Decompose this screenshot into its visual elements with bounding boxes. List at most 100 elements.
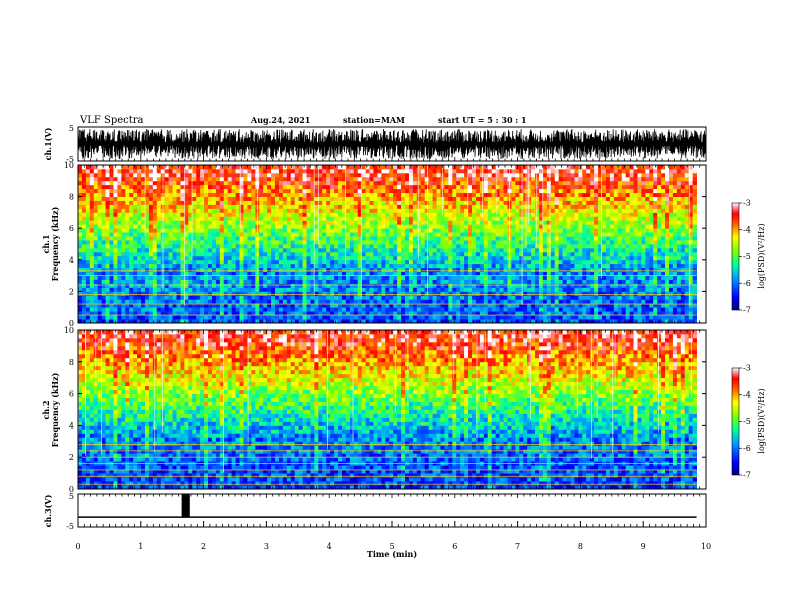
spectrogram-cell: [306, 200, 311, 205]
spectrogram-cell: [196, 200, 201, 205]
spectrogram-cell: [286, 275, 292, 280]
spectrogram-cell: [271, 319, 276, 324]
spectrogram-cell: [546, 196, 552, 201]
spectrogram-cell: [275, 244, 280, 249]
spectrogram-cell: [322, 236, 327, 241]
spectrogram-cell: [558, 303, 564, 308]
spectrogram-cell: [550, 216, 556, 221]
spectrogram-cell: [117, 267, 122, 273]
spectrogram-cell: [263, 244, 268, 249]
spectrogram-cell: [349, 236, 355, 241]
spectrogram-cell: [401, 299, 406, 304]
spectrogram-cell: [456, 172, 461, 178]
spectrogram-cell: [479, 165, 485, 170]
spectrogram-cell: [444, 271, 449, 276]
spectrogram-cell: [515, 279, 520, 284]
spectrogram-cell: [148, 228, 154, 233]
spectrogram-cell: [81, 303, 87, 308]
spectrogram-cell: [495, 165, 500, 170]
spectrogram-cell: [338, 319, 343, 324]
spectrogram-cell: [278, 247, 284, 253]
spectrogram-cell: [282, 244, 288, 249]
spectrogram-cell: [428, 165, 433, 170]
spectrogram-cell: [483, 275, 489, 280]
spectrogram-cell: [357, 228, 363, 233]
spectrogram-cell: [290, 244, 296, 249]
spectrogram-cell: [271, 192, 276, 197]
spectrogram-cell: [511, 311, 516, 316]
spectrogram-cell: [420, 200, 426, 205]
spectrogram-cell: [397, 216, 402, 221]
spectrogram-cell: [499, 240, 504, 245]
spectrogram-cell: [440, 291, 445, 296]
spectrogram-cell: [535, 283, 540, 288]
spectrogram-cell: [361, 283, 367, 288]
spectrogram-cell: [105, 232, 110, 237]
spectrogram-cell: [290, 299, 296, 304]
spectrogram-cell: [452, 263, 457, 269]
spectrogram-cell: [298, 271, 303, 276]
spectrogram-cell: [330, 176, 335, 182]
spectrogram-cell: [405, 263, 410, 269]
spectrogram-cell: [282, 236, 288, 241]
spectrogram-cell: [141, 188, 146, 194]
spectrogram-cell: [373, 311, 378, 316]
spectrogram-cell: [286, 188, 292, 194]
spectrogram-cell: [223, 291, 229, 296]
spectrogram-cell: [200, 295, 205, 300]
spectrogram-cell: [389, 236, 394, 241]
spectrogram-cell: [298, 236, 303, 241]
spectrogram-cell: [184, 196, 189, 201]
spectrogram-cell: [219, 247, 225, 253]
spectrogram-cell: [468, 240, 473, 245]
spectrogram-cell: [538, 311, 544, 316]
spectrogram-cell: [278, 255, 284, 261]
spectrogram-cell: [420, 204, 426, 209]
spectrogram-cell: [81, 311, 87, 316]
spectrogram-cell: [535, 180, 540, 186]
spectrogram-cell: [267, 200, 272, 205]
spectrogram-cell: [345, 275, 351, 280]
spectrogram-cell: [306, 176, 311, 182]
spectrogram-cell: [204, 176, 209, 182]
spectrogram-cell: [302, 168, 307, 174]
spectrogram-cell: [373, 319, 378, 324]
spectrogram-cell: [566, 283, 571, 288]
spectrogram-cell: [483, 208, 489, 213]
spectrogram-cell: [456, 200, 461, 205]
spectrogram-cell: [282, 251, 288, 257]
spectrogram-cell: [412, 255, 418, 261]
spectrogram-cell: [326, 267, 331, 273]
spectrogram-cell: [452, 212, 457, 217]
spectrogram-cell: [160, 307, 166, 312]
spectrogram-cell: [294, 255, 300, 261]
spectrogram-cell: [566, 279, 571, 284]
spectrogram-cell: [310, 184, 315, 190]
spectrogram-cell: [200, 244, 205, 249]
spectrogram-cell: [546, 263, 552, 269]
spectrogram-cell: [487, 303, 493, 308]
spectrogram-cell: [373, 208, 378, 213]
spectrogram-cell: [562, 303, 567, 308]
spectrogram-cell: [286, 220, 292, 225]
spectrogram-cell: [483, 204, 489, 209]
spectrogram-cell: [472, 263, 477, 269]
spectrogram-cell: [318, 295, 323, 300]
spectrogram-cell: [105, 299, 110, 304]
spectrogram-cell: [499, 307, 504, 312]
spectrogram-cell: [558, 259, 564, 265]
spectrogram-cell: [546, 204, 552, 209]
spectrogram-cell: [558, 212, 564, 217]
spectrogram-cell: [109, 200, 114, 205]
spectrogram-cell: [184, 271, 189, 276]
spectrogram-cell: [515, 247, 520, 253]
spectrogram-cell: [531, 307, 536, 312]
spectrogram-cell: [401, 236, 406, 241]
spectrogram-cell: [499, 255, 504, 261]
spectrogram-cell: [531, 247, 536, 253]
spectrogram-cell: [85, 319, 91, 324]
spectrogram-cell: [298, 244, 303, 249]
spectrogram-cell: [523, 307, 528, 312]
spectrogram-cell: [259, 192, 264, 197]
spectrogram-cell: [223, 315, 229, 320]
